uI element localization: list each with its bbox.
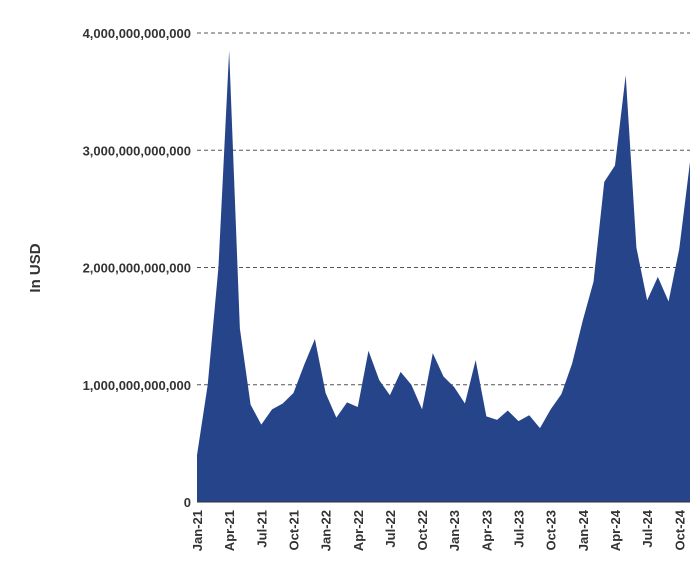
x-tick-label: Apr-23 xyxy=(479,510,494,551)
x-axis-tick-labels: Jan-21 Apr-21 Jul-21 Oct-21 Jan-22 Apr-22 Jul-… xyxy=(190,509,687,551)
y-tick-label: 1,000,000,000,000 xyxy=(83,378,191,393)
y-tick-label: 4,000,000,000,000 xyxy=(83,26,191,41)
y-tick-label: 2,000,000,000,000 xyxy=(83,261,191,276)
x-tick-label: Jul-23 xyxy=(512,510,527,548)
x-tick-label: Oct-24 xyxy=(672,509,687,550)
y-axis-tick-labels: 0 1,000,000,000,000 2,000,000,000,000 3,000… xyxy=(83,26,191,510)
data-area xyxy=(197,50,690,503)
x-tick-label: Jul-21 xyxy=(254,510,269,548)
x-tick-label: Oct-21 xyxy=(287,510,302,550)
x-tick-label: Jul-22 xyxy=(383,510,398,548)
x-tick-label: Jan-22 xyxy=(319,510,334,551)
x-tick-label: Oct-22 xyxy=(415,510,430,550)
y-axis-title: In USD xyxy=(27,243,44,292)
y-tick-label: 3,000,000,000,000 xyxy=(83,143,191,158)
x-tick-label: Jan-21 xyxy=(190,510,205,551)
x-tick-label: Jan-24 xyxy=(576,509,591,551)
x-tick-label: Jan-23 xyxy=(447,510,462,551)
x-tick-label: Apr-22 xyxy=(351,510,366,551)
x-tick-label: Jul-24 xyxy=(640,509,655,547)
y-tick-label: 0 xyxy=(184,495,191,510)
x-tick-label: Apr-24 xyxy=(608,509,623,551)
x-tick-label: Oct-23 xyxy=(544,510,559,550)
x-tick-label: Apr-21 xyxy=(222,510,237,551)
